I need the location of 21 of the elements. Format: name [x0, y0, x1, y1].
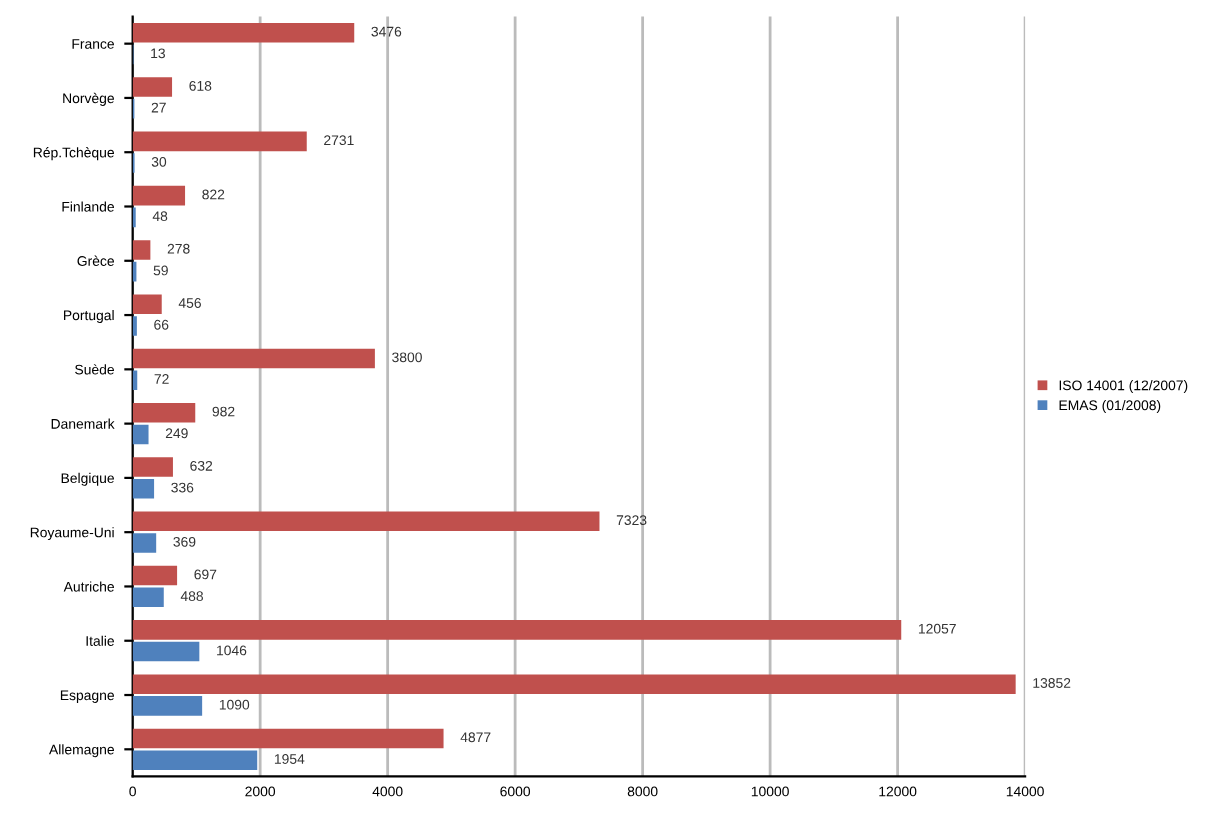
bar	[132, 533, 157, 553]
bar	[132, 565, 178, 586]
bar	[132, 620, 902, 640]
bar	[132, 348, 375, 369]
bar	[132, 185, 186, 206]
bar	[132, 511, 600, 532]
bar	[132, 77, 173, 97]
bar	[132, 402, 196, 423]
bar	[132, 131, 307, 152]
bar	[132, 457, 173, 477]
bar	[132, 641, 200, 662]
bar	[132, 587, 164, 608]
bar	[132, 728, 444, 749]
bar	[132, 696, 203, 716]
bar	[132, 23, 355, 43]
bar	[132, 424, 149, 445]
bar	[132, 674, 1016, 694]
bar	[132, 294, 162, 314]
bar	[132, 240, 151, 260]
bar	[132, 478, 155, 499]
bar	[132, 750, 258, 770]
